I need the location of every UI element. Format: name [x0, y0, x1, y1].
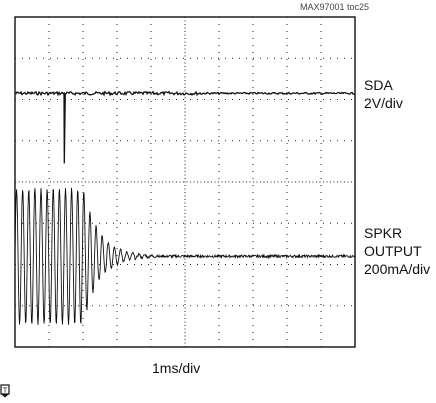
figure-id: MAX97001 toc25 — [300, 2, 370, 12]
spkr-label-line-1: SPKR — [364, 225, 403, 241]
sda-scale-label: 2V/div — [364, 95, 403, 111]
sda-channel-label: SDA — [364, 77, 393, 93]
spkr-scale-label: 200mA/div — [364, 261, 431, 277]
scope-plot — [14, 16, 356, 348]
trigger-marker-icon: T — [0, 384, 10, 398]
sda-trace — [14, 90, 356, 164]
time-scale-label: 1ms/div — [152, 360, 201, 376]
spkr-label-line-2: OUTPUT — [364, 243, 422, 259]
svg-text:T: T — [3, 386, 8, 395]
spkr-output-trace — [14, 187, 356, 325]
oscilloscope-figure: MAX97001 toc25 T SDA 2V/div SPKR OUTPUT … — [0, 2, 431, 398]
